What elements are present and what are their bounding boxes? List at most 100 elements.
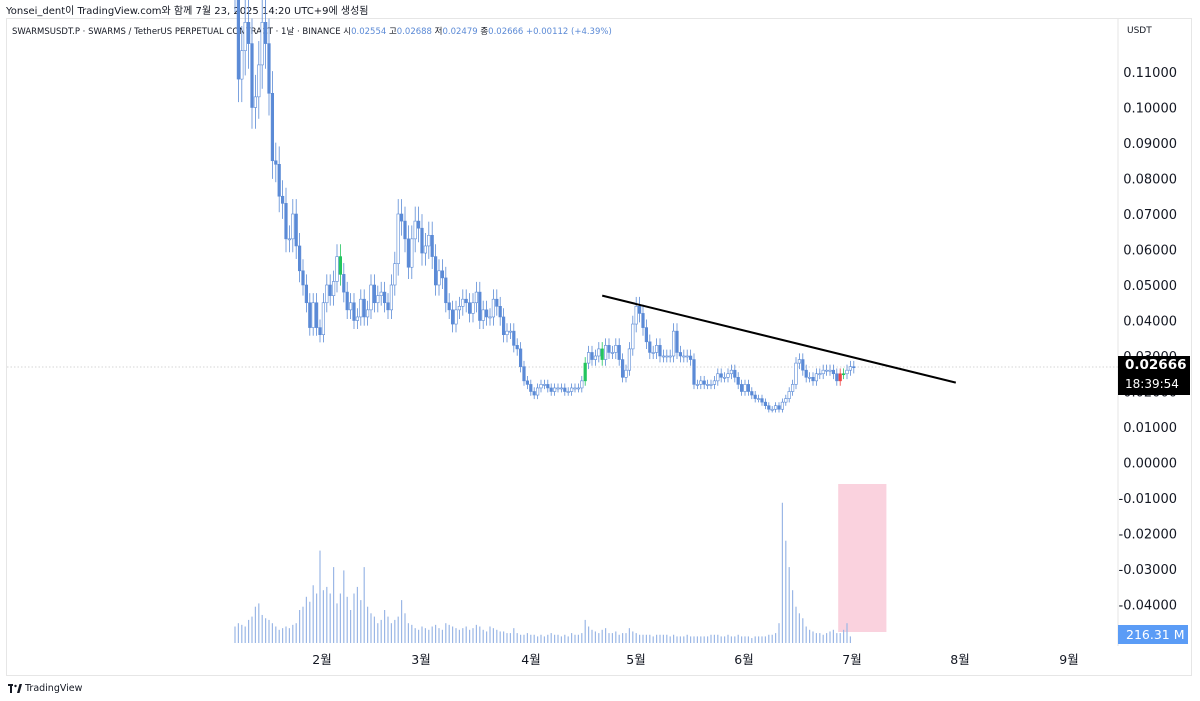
volume-bar <box>428 629 430 643</box>
candle-body <box>267 43 271 94</box>
candle-body <box>372 284 377 304</box>
candle-body <box>610 352 614 354</box>
volume-bar <box>615 631 617 643</box>
volume-bar <box>822 634 824 643</box>
candle-body <box>828 369 832 372</box>
candle-body <box>852 366 856 369</box>
candle-body <box>597 348 601 357</box>
volume-bar <box>438 628 440 643</box>
x-axis-ticks: 2월 3월 4월 5월 6월 7월 8월 9월 <box>312 652 1078 667</box>
candle-body <box>583 362 587 382</box>
volume-bar <box>778 623 780 643</box>
volume-bar <box>788 567 790 643</box>
candle-body <box>617 345 621 360</box>
candle-body <box>498 305 502 318</box>
volume-bar <box>564 634 566 643</box>
volume-bar <box>356 586 358 643</box>
candle-body <box>746 384 750 392</box>
volume-bar <box>472 628 474 643</box>
candle-body <box>386 302 390 311</box>
candle-body <box>474 291 479 304</box>
volume-bar <box>411 624 413 643</box>
candle-body <box>311 302 315 328</box>
candle-body <box>291 213 295 240</box>
volume-bar <box>302 606 304 643</box>
candle-body <box>559 387 563 390</box>
y-tick-label: 0.04000 <box>1123 315 1177 330</box>
candle-body <box>284 203 288 240</box>
candle-body <box>542 384 546 386</box>
candle-body <box>440 270 445 279</box>
trendline[interactable] <box>601 294 957 384</box>
tradingview-brand[interactable]: TradingView <box>8 683 82 694</box>
volume-bar <box>659 634 661 643</box>
volume-bar <box>499 631 501 643</box>
candle-body <box>760 398 764 403</box>
y-tick-label: 0.08000 <box>1123 173 1177 188</box>
volume-bar <box>632 631 634 643</box>
volume-bar <box>802 618 804 643</box>
candle-body <box>260 21 264 66</box>
volume-bar <box>407 623 409 643</box>
candle-body <box>512 330 516 346</box>
symbol-legend[interactable]: SWARMSUSDT.P · SWARMS / TetherUS PERPETU… <box>12 25 612 37</box>
candle-body <box>508 330 513 333</box>
candle-body <box>481 309 485 321</box>
volume-bar <box>727 634 729 643</box>
candle-body <box>308 302 312 328</box>
volume-bar <box>686 634 688 643</box>
volume-bar <box>448 624 450 643</box>
volume-bar <box>785 540 787 643</box>
candle-body <box>403 220 407 240</box>
volume-bar <box>639 634 641 643</box>
candle-body <box>777 405 781 410</box>
candle-body <box>600 348 604 360</box>
candle-body <box>556 387 560 390</box>
y-tick-label: 0.10000 <box>1123 102 1177 117</box>
candle-body <box>410 238 414 268</box>
high-value: 0.02688 <box>396 27 432 37</box>
volume-bar <box>530 634 532 643</box>
volume-bar <box>234 626 236 643</box>
candle-body <box>668 355 672 358</box>
candle-body <box>454 309 458 325</box>
volume-bar <box>666 634 668 643</box>
volume-bar <box>588 626 590 643</box>
volume-bar <box>849 636 851 643</box>
candle-body <box>675 330 679 353</box>
volume-bar <box>700 636 702 643</box>
y-tick-label: 0.09000 <box>1123 137 1177 152</box>
candle-body <box>790 384 795 392</box>
volume-bar <box>516 633 518 643</box>
volume-bar <box>251 616 253 643</box>
volume-bar <box>581 633 583 643</box>
candle-body <box>641 313 645 328</box>
volume-bar <box>377 623 379 643</box>
volume-bar <box>496 629 498 643</box>
candle-body <box>767 405 771 410</box>
candle-body <box>359 298 363 318</box>
volume-bar <box>754 636 756 643</box>
candle-body <box>450 309 455 325</box>
volume-bar <box>809 629 811 643</box>
candle-body <box>478 291 482 321</box>
volume-bar <box>367 606 369 643</box>
candle-body <box>457 305 462 311</box>
y-tick-label: 0.05000 <box>1123 279 1177 294</box>
chart-frame <box>6 18 1192 676</box>
volume-bar <box>713 634 715 643</box>
author-line: Yonsei_dent이 TradingView.com와 함께 7월 23, … <box>6 6 369 17</box>
volume-bar <box>503 631 505 643</box>
candle-body <box>325 284 329 304</box>
candle-body <box>420 227 424 254</box>
volume-bar <box>775 633 777 643</box>
volume-bar <box>618 634 620 643</box>
volume-bar <box>744 636 746 643</box>
currency-label: USDT <box>1127 26 1152 36</box>
volume-bar <box>258 603 260 643</box>
candle-body <box>807 376 812 379</box>
volume-bar <box>343 570 345 643</box>
volume-bar <box>261 614 263 643</box>
candle-body <box>253 96 258 108</box>
